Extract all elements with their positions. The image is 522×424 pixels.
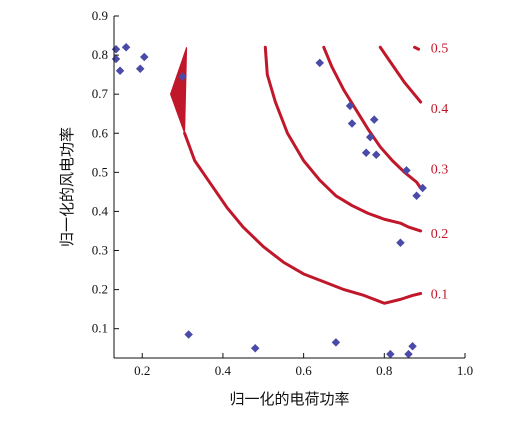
data-point [371,150,381,159]
y-tick-label: 0.7 [92,86,109,101]
y-tick-label: 0.5 [92,164,108,179]
contour-label: 0.4 [431,102,449,117]
contour-lines [169,45,423,305]
data-point [315,58,325,68]
data-point [369,115,379,124]
data-point [184,330,193,339]
contour-line-0.5 [413,45,421,51]
x-tick-label: 0.2 [134,363,150,378]
y-tick-label: 0.4 [92,203,109,218]
x-tick-label: 0.4 [215,363,232,378]
data-point [404,349,413,359]
data-point [402,166,411,175]
contour-label: 0.2 [431,227,449,242]
contour-label: 0.5 [431,41,449,56]
x-tick-label: 0.8 [376,363,392,378]
data-point [111,44,121,54]
contour-labels: 0.5 0.4 0.3 0.2 0.1 [431,41,449,302]
contour-label: 0.3 [431,162,449,177]
data-point [331,338,341,347]
data-point [111,54,121,64]
y-tick-label: 0.1 [92,321,108,336]
data-point [418,183,427,193]
y-tick-label: 0.3 [92,243,108,258]
data-point [365,132,375,142]
x-tick-label: 0.6 [295,363,312,378]
data-point [386,349,395,359]
y-tick-label: 0.8 [92,47,108,62]
data-point [140,52,149,62]
x-axis-title: 归一化的电荷功率 [229,390,349,408]
contour-line-0.1 [183,131,423,305]
x-tick-label: 1.0 [457,363,473,378]
data-point [345,101,355,111]
data-point [396,238,405,247]
data-point [412,191,421,201]
contour-line-0.2 [263,45,423,233]
data-points [111,43,427,359]
data-point [115,66,125,75]
data-point [135,64,145,74]
contour-line-0.4 [378,45,423,104]
y-axis-title: 归一化的风电功率 [58,127,76,247]
data-point [347,119,357,128]
filled-region [169,47,188,134]
axes: 0.2 0.4 0.6 0.8 1.0 0.1 0.2 0.3 0.4 0.5 0.6 0.7 0.8 0… [92,8,473,378]
contour-line-0.3 [322,45,423,190]
contour-label: 0.1 [431,288,449,303]
data-point [121,43,131,52]
y-tick-label: 0.2 [92,282,108,297]
y-tick-label: 0.9 [92,8,108,23]
data-point [178,72,187,81]
data-point [408,342,417,351]
data-point [361,148,371,158]
data-point [250,343,260,353]
y-tick-label: 0.6 [92,125,109,140]
